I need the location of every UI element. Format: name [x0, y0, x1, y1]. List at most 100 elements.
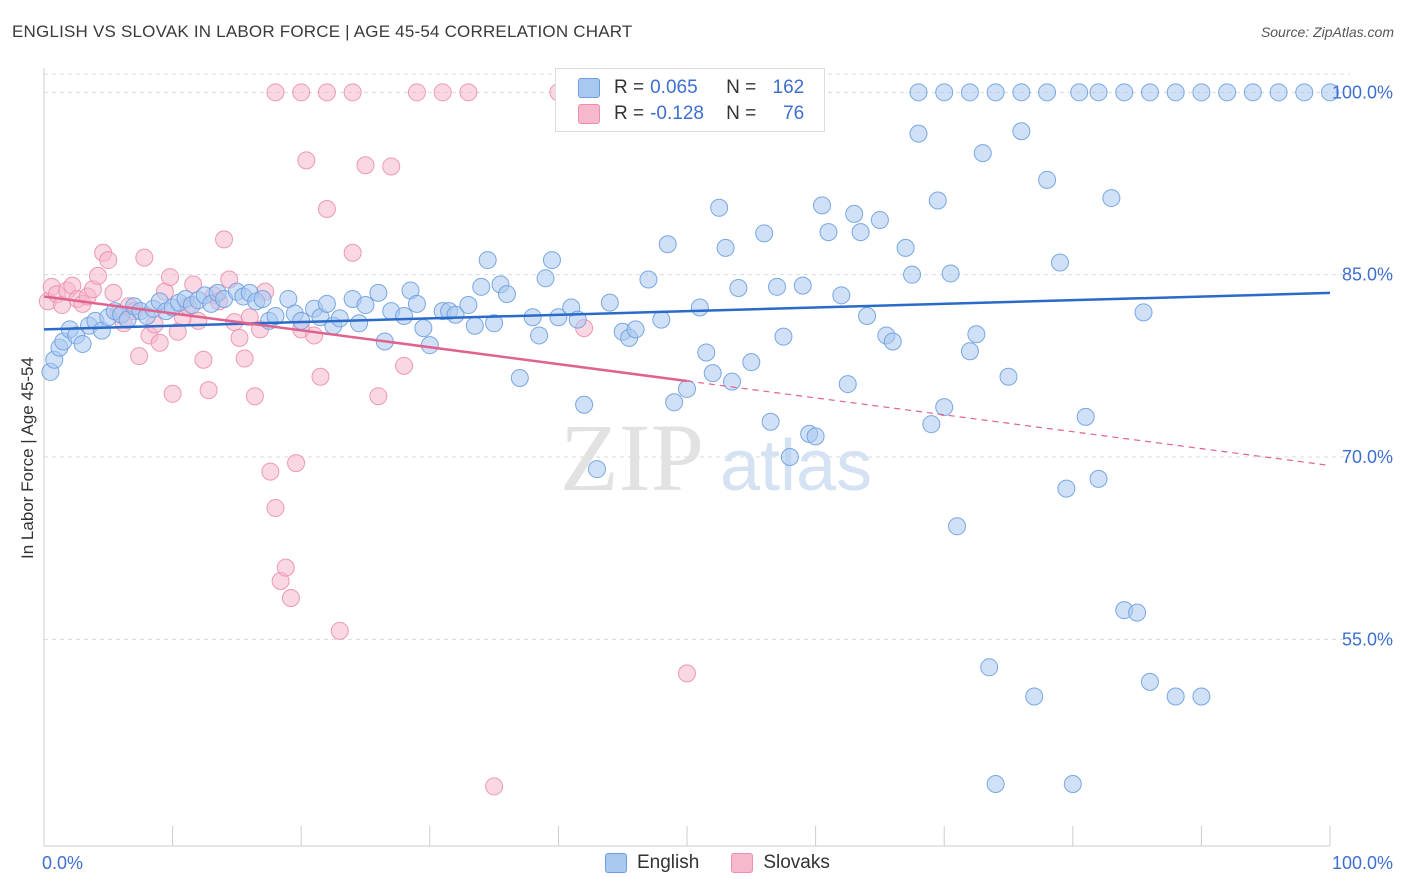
y-tick-label: 100.0%: [1332, 82, 1393, 102]
slovak-point: [407, 83, 426, 102]
slovak-point: [305, 326, 324, 345]
english-point: [395, 306, 414, 325]
english-point: [1128, 603, 1147, 622]
english-point: [1166, 687, 1185, 706]
n-label: N =: [726, 77, 757, 98]
english-point: [1050, 253, 1069, 272]
english-point: [1140, 83, 1159, 102]
english-trend-line: [43, 291, 1331, 331]
english-point: [253, 289, 272, 308]
english-point: [819, 223, 838, 242]
chart-source: Source: ZipAtlas.com: [1260, 24, 1394, 40]
english-point: [1192, 687, 1211, 706]
english-point: [716, 238, 735, 257]
english-point: [1115, 83, 1134, 102]
slovak-point: [89, 266, 108, 285]
english-point: [459, 296, 478, 315]
slovak-point: [163, 384, 182, 403]
y-tick-label: 85.0%: [1342, 265, 1393, 285]
r-value: -0.128: [650, 103, 704, 124]
english-point: [678, 379, 696, 398]
english-point: [549, 308, 568, 327]
slovak-point: [395, 356, 414, 375]
english-point: [317, 294, 336, 313]
english-point: [813, 196, 832, 215]
english-point: [1089, 83, 1108, 102]
english-point: [967, 325, 986, 344]
slovak-trend-extension: [686, 380, 1331, 467]
english-point: [485, 314, 504, 333]
english-point: [832, 286, 851, 305]
english-point: [639, 270, 658, 289]
y-tick-label: 70.0%: [1342, 447, 1393, 467]
watermark-atlas: atlas: [720, 426, 872, 506]
legend-item-english[interactable]: English: [605, 852, 699, 874]
english-point: [703, 364, 722, 383]
slovak-point: [230, 328, 249, 347]
english-point: [960, 342, 979, 361]
english-point: [665, 393, 684, 412]
r-label: R =: [614, 103, 645, 124]
legend-item-slovaks[interactable]: Slovaks: [731, 852, 830, 874]
slovak-point: [261, 462, 280, 481]
english-point: [73, 334, 92, 353]
slovak-point: [199, 381, 218, 400]
english-point: [986, 775, 1005, 794]
english-point: [1321, 83, 1339, 102]
english-point: [1140, 672, 1159, 691]
slovak-point: [356, 156, 375, 175]
english-point: [883, 332, 902, 351]
slovak-point: [369, 387, 388, 406]
series-legend: English Slovaks: [605, 852, 862, 874]
english-point: [652, 310, 671, 329]
english-swatch: [578, 78, 600, 98]
english-point: [356, 296, 375, 315]
english-point: [896, 238, 915, 257]
english-point: [1243, 83, 1262, 102]
slovak-point: [240, 308, 259, 327]
slovak-point: [161, 268, 180, 287]
english-point: [903, 265, 922, 284]
chart-title: ENGLISH VS SLOVAK IN LABOR FORCE | AGE 4…: [12, 22, 633, 41]
english-point: [1038, 170, 1057, 189]
slovak-swatch: [578, 104, 600, 124]
english-point: [909, 83, 928, 102]
legend-row-slovaks: R = -0.128 N = 76: [578, 102, 804, 126]
slovak-point: [459, 83, 478, 102]
slovak-point: [135, 248, 154, 267]
slovak-point: [382, 157, 401, 176]
x-tick-label: 100.0%: [1332, 853, 1393, 873]
english-point: [1218, 83, 1237, 102]
english-point: [575, 395, 594, 414]
english-point: [1134, 303, 1153, 322]
slovak-point: [150, 333, 169, 352]
legend-label-slovaks: Slovaks: [763, 852, 830, 873]
english-point: [806, 427, 825, 446]
english-point: [755, 224, 774, 243]
slovak-point: [235, 349, 254, 368]
n-label: N =: [726, 103, 757, 124]
english-point: [774, 327, 793, 346]
n-value: 162: [772, 77, 805, 98]
english-point: [941, 264, 960, 283]
slovak-point: [343, 243, 362, 262]
english-point: [851, 223, 870, 242]
slovak-point: [130, 347, 149, 366]
english-point: [922, 415, 941, 434]
english-point: [768, 277, 787, 296]
english-point: [980, 658, 999, 677]
english-point: [1295, 83, 1314, 102]
english-point: [761, 412, 780, 431]
slovak-point: [266, 83, 285, 102]
english-point: [1192, 83, 1211, 102]
english-point: [420, 336, 439, 355]
slovak-point: [276, 558, 295, 577]
english-point: [780, 448, 799, 466]
english-point: [742, 353, 761, 372]
r-value: 0.065: [650, 77, 698, 98]
legend-label-english: English: [637, 852, 700, 873]
english-point: [935, 398, 954, 417]
english-point: [870, 210, 889, 229]
slovak-point: [311, 367, 330, 386]
english-point: [729, 279, 748, 298]
